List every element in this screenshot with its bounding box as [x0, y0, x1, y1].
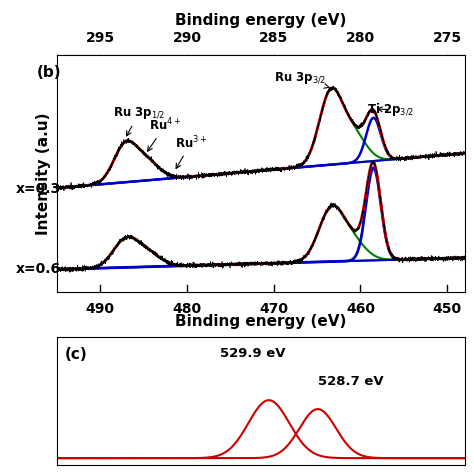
Text: x=0.6: x=0.6 [16, 262, 61, 276]
Text: 295: 295 [86, 31, 115, 45]
Text: Ru 3p$_{3/2}$: Ru 3p$_{3/2}$ [273, 71, 329, 88]
Text: Binding energy (eV): Binding energy (eV) [175, 314, 346, 328]
Text: 285: 285 [259, 31, 288, 45]
Text: 450: 450 [433, 301, 462, 316]
Text: Ru$^{3+}$: Ru$^{3+}$ [175, 134, 208, 168]
Text: 490: 490 [86, 301, 115, 316]
Text: 470: 470 [259, 301, 288, 316]
Text: (b): (b) [36, 65, 61, 80]
Y-axis label: Intensity (a.u): Intensity (a.u) [36, 112, 51, 235]
Text: (c): (c) [65, 347, 88, 362]
Text: 280: 280 [346, 31, 375, 45]
Text: Ru 3p$_{1/2}$: Ru 3p$_{1/2}$ [113, 105, 165, 136]
Text: Ru$^{4+}$: Ru$^{4+}$ [147, 117, 182, 151]
Text: x=0.3: x=0.3 [16, 182, 61, 196]
Text: Binding energy (eV): Binding energy (eV) [175, 13, 346, 28]
Text: 480: 480 [173, 301, 201, 316]
Text: 460: 460 [346, 301, 375, 316]
Text: 275: 275 [433, 31, 462, 45]
Text: Ti 2p$_{3/2}$: Ti 2p$_{3/2}$ [367, 101, 414, 118]
Text: 528.7 eV: 528.7 eV [318, 375, 383, 388]
Text: 290: 290 [173, 31, 201, 45]
Text: 529.9 eV: 529.9 eV [220, 347, 285, 360]
